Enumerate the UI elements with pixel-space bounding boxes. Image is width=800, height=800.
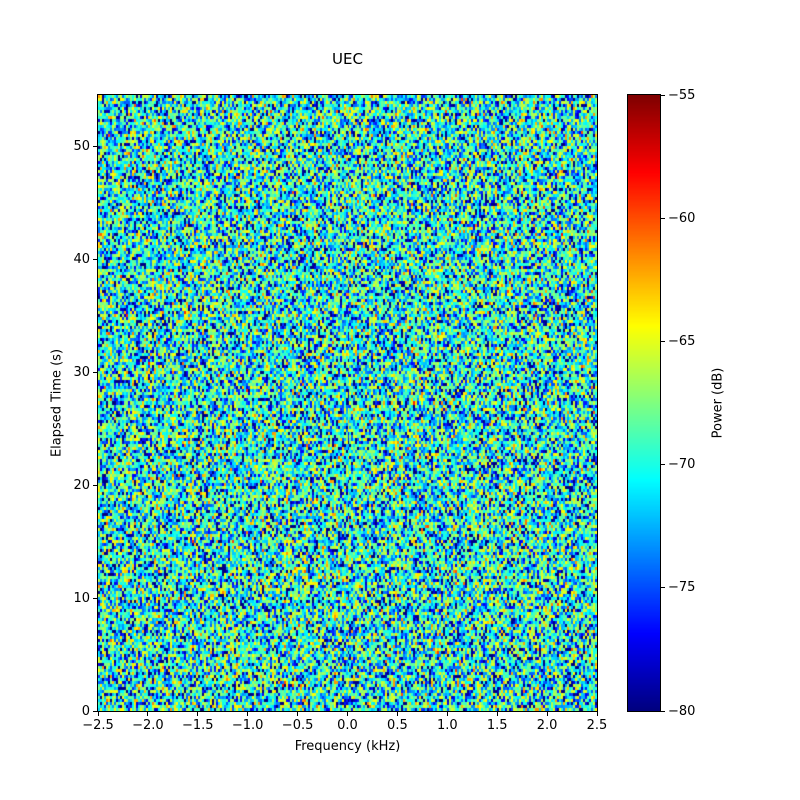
colorbar bbox=[627, 94, 661, 712]
y-tick bbox=[93, 484, 97, 486]
y-tick bbox=[93, 146, 97, 148]
y-tick-label: 40 bbox=[73, 252, 90, 268]
y-tick bbox=[93, 259, 97, 261]
y-axis-label: Elapsed Time (s) bbox=[49, 348, 65, 458]
plot-title: UEC bbox=[332, 50, 363, 68]
y-tick-label: 20 bbox=[73, 477, 90, 493]
y-tick-label: 10 bbox=[73, 590, 90, 606]
colorbar-tick-label: −60 bbox=[668, 210, 696, 226]
colorbar-tick bbox=[661, 94, 665, 96]
x-axis-label: Frequency (kHz) bbox=[294, 739, 401, 754]
x-tick-label: −1.0 bbox=[231, 718, 264, 733]
x-tick bbox=[596, 712, 598, 716]
x-tick-label: 1.5 bbox=[486, 718, 508, 733]
colorbar-tick-label: −75 bbox=[668, 580, 696, 596]
y-tick-label: 0 bbox=[81, 703, 90, 719]
colorbar-label: Power (dB) bbox=[710, 367, 726, 439]
x-tick bbox=[247, 712, 249, 716]
y-tick bbox=[93, 710, 97, 712]
y-tick bbox=[93, 597, 97, 599]
y-tick-label: 30 bbox=[73, 365, 90, 381]
spectrogram-axes bbox=[97, 94, 598, 712]
x-tick bbox=[446, 712, 448, 716]
colorbar-tick bbox=[661, 340, 665, 342]
x-tick-label: −1.5 bbox=[182, 718, 214, 733]
colorbar-tick-label: −70 bbox=[668, 457, 696, 473]
x-tick bbox=[97, 712, 99, 716]
spectrogram-canvas bbox=[98, 95, 597, 711]
colorbar-tick-label: −65 bbox=[668, 333, 696, 349]
x-tick bbox=[546, 712, 548, 716]
x-tick bbox=[147, 712, 149, 716]
x-tick-label: 2.5 bbox=[586, 718, 608, 733]
colorbar-canvas bbox=[628, 95, 660, 711]
x-tick-label: 1.0 bbox=[436, 718, 458, 733]
colorbar-tick bbox=[661, 464, 665, 466]
colorbar-tick-label: −80 bbox=[668, 703, 696, 719]
x-tick-label: −2.5 bbox=[82, 718, 114, 733]
x-tick-label: −2.0 bbox=[132, 718, 164, 733]
x-tick bbox=[496, 712, 498, 716]
x-tick-label: 0.5 bbox=[387, 718, 408, 733]
x-tick bbox=[297, 712, 299, 716]
colorbar-tick-label: −55 bbox=[668, 87, 696, 103]
x-tick bbox=[347, 712, 348, 716]
colorbar-tick bbox=[661, 710, 665, 712]
y-tick-label: 50 bbox=[73, 139, 90, 155]
x-tick bbox=[197, 712, 199, 716]
colorbar-tick bbox=[661, 587, 665, 589]
x-tick-label: 2.0 bbox=[536, 718, 558, 733]
x-tick-label: −0.5 bbox=[281, 718, 314, 733]
y-tick bbox=[93, 372, 97, 374]
x-tick-label: 0.0 bbox=[337, 718, 358, 733]
colorbar-tick bbox=[661, 217, 665, 219]
x-tick bbox=[396, 712, 398, 716]
